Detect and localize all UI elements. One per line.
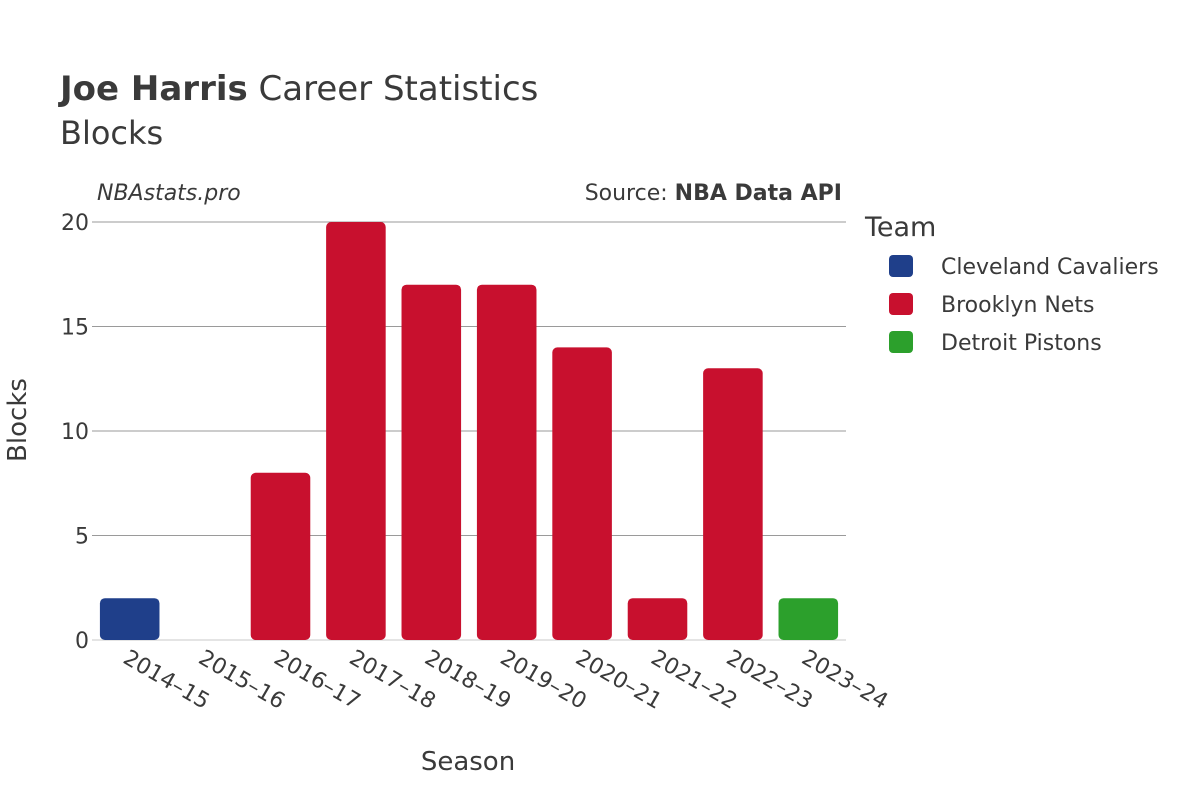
brand-label: NBAstats.pro xyxy=(97,181,241,206)
legend-swatch xyxy=(889,331,913,353)
legend-items: Cleveland Cavaliers Brooklyn Nets Detroit … xyxy=(889,255,1159,356)
bar xyxy=(703,368,763,640)
x-tick-label: 2021–22 xyxy=(647,646,742,715)
player-name: Joe Harris xyxy=(58,69,248,109)
x-tick-label: 2014–15 xyxy=(119,646,214,715)
bar xyxy=(552,347,612,640)
chart-title: Joe Harris Career Statistics xyxy=(58,69,538,109)
bar xyxy=(250,472,311,640)
y-tick-label: 5 xyxy=(75,525,89,550)
legend-swatch xyxy=(889,255,913,277)
bar xyxy=(401,284,462,640)
x-axis-label: Season xyxy=(421,747,515,777)
bars xyxy=(99,222,839,640)
legend: Team Cleveland Cavaliers Brooklyn Nets Det… xyxy=(864,212,1159,356)
bar xyxy=(476,284,537,640)
bar xyxy=(99,598,160,640)
legend-label: Brooklyn Nets xyxy=(941,293,1094,318)
chart-subtitle: Blocks xyxy=(60,114,163,152)
legend-swatch xyxy=(889,293,913,315)
bar xyxy=(627,598,688,640)
x-tick-label: 2015–16 xyxy=(194,646,289,715)
source-prefix: Source: xyxy=(585,181,675,206)
y-tick-label: 15 xyxy=(61,316,89,341)
legend-title: Team xyxy=(864,212,936,243)
y-tick-label: 0 xyxy=(75,629,89,654)
y-tick-label: 20 xyxy=(61,211,89,236)
source-name: NBA Data API xyxy=(675,181,842,206)
x-tick-label: 2017–18 xyxy=(345,646,440,715)
bar xyxy=(778,598,839,640)
source-label: Source: NBA Data API xyxy=(585,181,842,206)
legend-label: Cleveland Cavaliers xyxy=(941,255,1159,280)
x-tick-label: 2016–17 xyxy=(270,646,365,715)
x-tick-label: 2023–24 xyxy=(797,646,892,715)
bar xyxy=(326,222,386,640)
y-axis-label: Blocks xyxy=(3,378,33,462)
x-tick-label: 2022–23 xyxy=(722,646,817,715)
x-tick-label: 2019–20 xyxy=(496,646,591,715)
y-tick-labels: 0 5 10 15 20 xyxy=(61,211,89,654)
x-tick-label: 2018–19 xyxy=(420,646,515,715)
legend-label: Detroit Pistons xyxy=(941,331,1102,356)
title-rest: Career Statistics xyxy=(248,69,539,109)
x-tick-label: 2020–21 xyxy=(571,646,666,715)
x-tick-labels: 2014–152015–162016–172017–182018–192019–… xyxy=(119,646,892,715)
y-tick-label: 10 xyxy=(61,420,89,445)
